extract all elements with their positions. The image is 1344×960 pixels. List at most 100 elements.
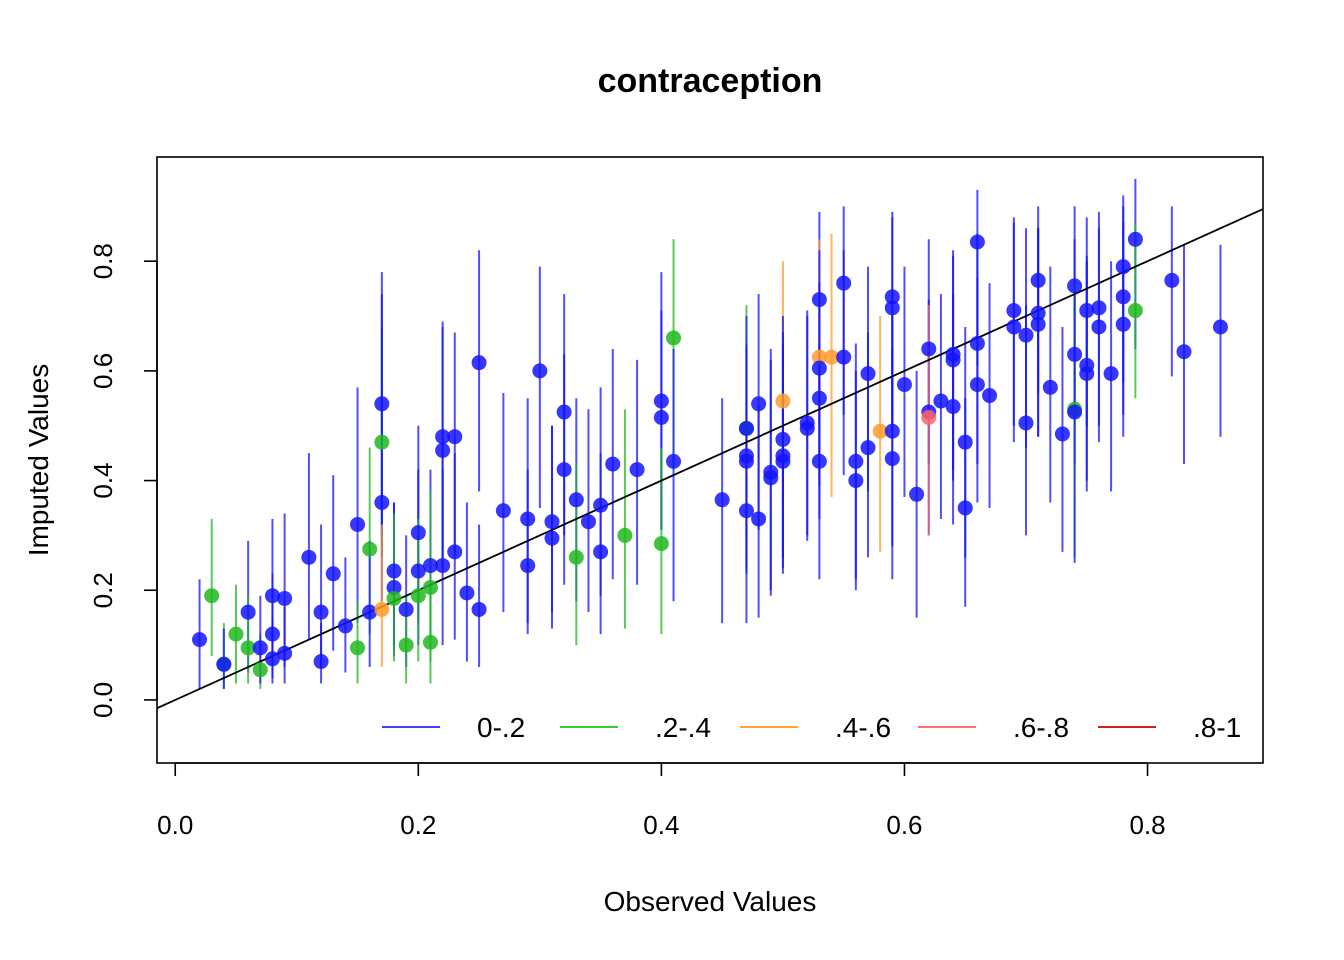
data-point xyxy=(1030,316,1046,332)
data-point xyxy=(653,393,669,409)
data-point xyxy=(811,390,827,406)
data-point xyxy=(909,486,925,502)
y-axis: 0.0 0.2 0.4 0.6 0.8 xyxy=(88,243,158,718)
data-point xyxy=(738,453,754,469)
data-point xyxy=(1054,426,1070,442)
data-point xyxy=(775,453,791,469)
data-point xyxy=(1079,366,1095,382)
data-point xyxy=(398,637,414,653)
data-point xyxy=(556,462,572,478)
x-axis-label: Observed Values xyxy=(604,886,817,917)
x-tick-label: 0.8 xyxy=(1129,810,1165,840)
data-point xyxy=(362,604,378,620)
data-point xyxy=(435,429,451,445)
data-point xyxy=(884,451,900,467)
data-point xyxy=(1030,305,1046,321)
data-point xyxy=(252,662,268,678)
data-point xyxy=(872,423,888,439)
data-point xyxy=(884,289,900,305)
data-point xyxy=(666,453,682,469)
data-point xyxy=(264,588,280,604)
data-point xyxy=(386,590,402,606)
data-point xyxy=(775,431,791,447)
x-tick-label: 0.2 xyxy=(400,810,436,840)
data-point xyxy=(1127,231,1143,247)
data-point xyxy=(1042,379,1058,395)
data-point xyxy=(982,388,998,404)
data-point xyxy=(544,530,560,546)
data-point xyxy=(447,429,463,445)
data-point xyxy=(471,355,487,371)
data-point xyxy=(1091,319,1107,335)
data-point xyxy=(362,541,378,557)
data-point xyxy=(325,566,341,582)
y-tick-label: 0.0 xyxy=(88,682,118,718)
data-point xyxy=(921,409,937,425)
data-point xyxy=(313,654,329,670)
x-tick-label: 0.4 xyxy=(643,810,679,840)
data-point xyxy=(216,656,232,672)
data-point xyxy=(435,442,451,458)
data-point xyxy=(945,399,961,415)
data-point xyxy=(860,366,876,382)
data-point xyxy=(374,495,390,511)
data-point xyxy=(896,377,912,393)
data-point xyxy=(969,377,985,393)
data-point xyxy=(1103,366,1119,382)
legend-label: .2-.4 xyxy=(655,712,711,743)
reference-line xyxy=(156,208,1264,709)
data-point xyxy=(277,590,293,606)
data-point xyxy=(593,544,609,560)
data-point xyxy=(884,423,900,439)
data-point xyxy=(617,527,633,543)
data-point xyxy=(957,434,973,450)
data-point xyxy=(811,453,827,469)
data-point xyxy=(921,341,937,357)
data-point xyxy=(1115,259,1131,275)
plot-frame xyxy=(156,156,1264,764)
data-point xyxy=(398,601,414,617)
data-point xyxy=(422,634,438,650)
data-point xyxy=(1079,303,1095,319)
data-point xyxy=(1018,327,1034,343)
data-point xyxy=(374,434,390,450)
y-tick-label: 0.2 xyxy=(88,572,118,608)
data-point xyxy=(252,640,268,656)
data-point xyxy=(1067,346,1083,362)
data-point xyxy=(605,456,621,472)
data-point xyxy=(447,544,463,560)
data-point xyxy=(933,393,949,409)
data-point xyxy=(1176,344,1192,360)
data-point xyxy=(277,645,293,661)
data-point xyxy=(386,580,402,596)
data-point xyxy=(1164,272,1180,288)
data-point xyxy=(435,558,451,574)
legend-label: .6-.8 xyxy=(1013,712,1069,743)
plot-area xyxy=(156,178,1264,709)
reference-line-layer xyxy=(156,208,1264,709)
data-point xyxy=(228,626,244,642)
data-point xyxy=(653,409,669,425)
data-point xyxy=(811,292,827,308)
data-point xyxy=(848,453,864,469)
data-point xyxy=(629,462,645,478)
legend-label: .4-.6 xyxy=(835,712,891,743)
x-tick-label: 0.0 xyxy=(157,810,193,840)
data-point xyxy=(799,420,815,436)
data-point xyxy=(301,549,317,565)
data-point xyxy=(337,618,353,634)
data-point xyxy=(374,601,390,617)
data-point xyxy=(738,420,754,436)
x-tick-label: 0.6 xyxy=(886,810,922,840)
data-point xyxy=(410,525,426,541)
data-point xyxy=(1067,404,1083,420)
data-point xyxy=(751,511,767,527)
data-point xyxy=(374,396,390,412)
data-point xyxy=(568,549,584,565)
legend: 0-.2 .2-.4 .4-.6 .6-.8 .8-1 xyxy=(382,712,1241,743)
data-point xyxy=(811,360,827,376)
data-point xyxy=(714,492,730,508)
data-point xyxy=(1115,289,1131,305)
data-point xyxy=(836,275,852,291)
